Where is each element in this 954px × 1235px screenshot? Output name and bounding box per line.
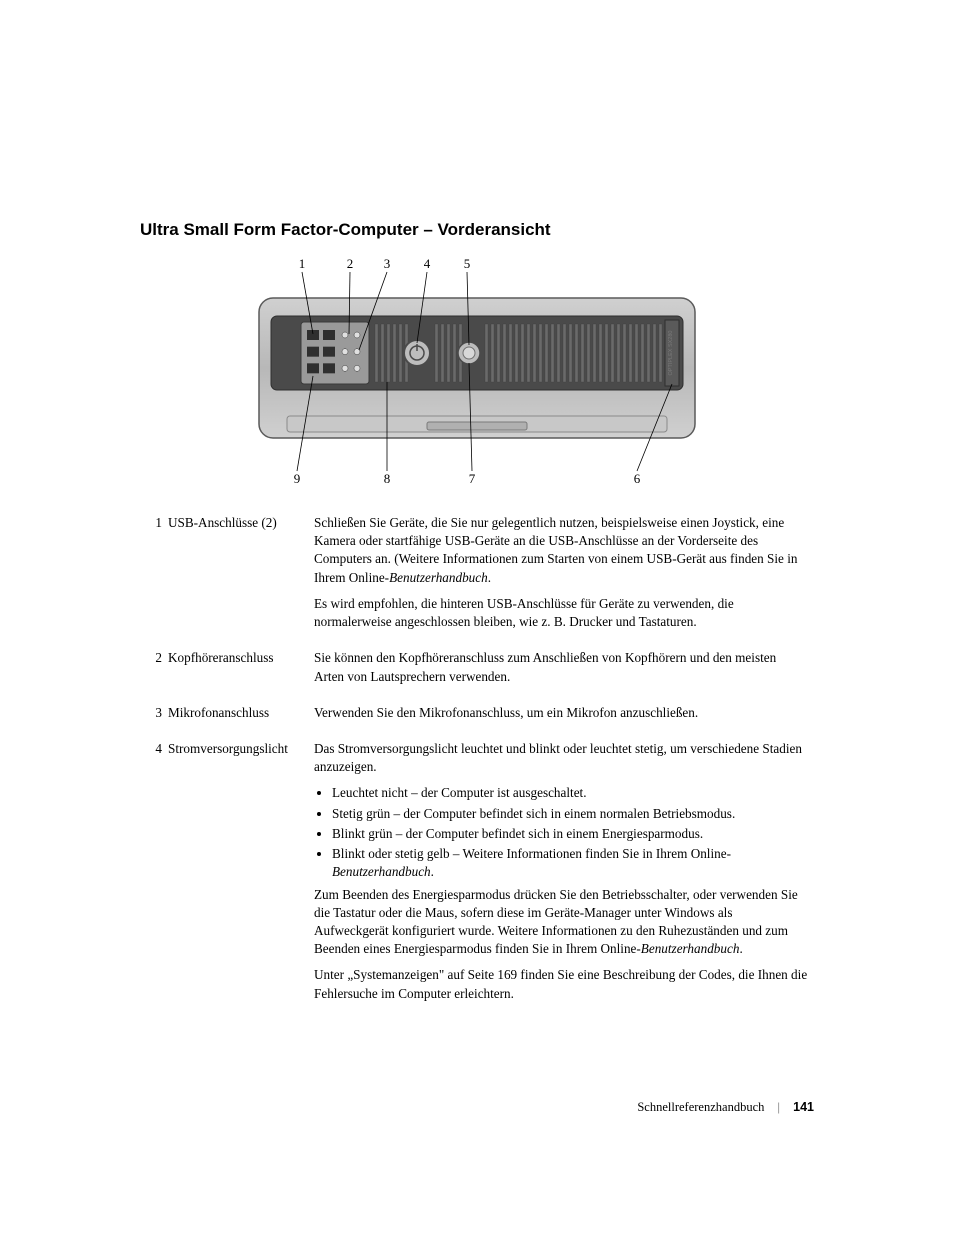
callout-table: 1USB-Anschlüsse (2)Schließen Sie Geräte,… (140, 510, 814, 1017)
table-row: 3MikrofonanschlussVerwenden Sie den Mikr… (140, 700, 814, 736)
callout-number: 1 (140, 510, 168, 645)
section-heading: Ultra Small Form Factor-Computer – Vorde… (140, 220, 814, 240)
svg-text:3: 3 (384, 258, 391, 271)
document-page: Ultra Small Form Factor-Computer – Vorde… (0, 0, 954, 1235)
footer-separator: | (778, 1100, 781, 1114)
callout-label: USB-Anschlüsse (2) (168, 510, 314, 645)
page-number: 141 (793, 1100, 814, 1114)
svg-text:4: 4 (424, 258, 431, 271)
callout-description: Schließen Sie Geräte, die Sie nur gelege… (314, 510, 814, 645)
svg-text:6: 6 (634, 471, 641, 486)
svg-text:OPTIPLEX SX280: OPTIPLEX SX280 (668, 331, 674, 376)
svg-text:8: 8 (384, 471, 391, 486)
callout-number: 2 (140, 645, 168, 699)
callout-description: Verwenden Sie den Mikrofonanschluss, um … (314, 700, 814, 736)
table-row: 1USB-Anschlüsse (2)Schließen Sie Geräte,… (140, 510, 814, 645)
svg-text:5: 5 (464, 258, 471, 271)
front-view-diagram: OPTIPLEX SX280 1 2 3 4 5 9 8 7 6 (257, 258, 697, 488)
callout-label: Kopfhöreranschluss (168, 645, 314, 699)
callout-label: Stromversorgungslicht (168, 736, 314, 1017)
callout-description: Sie können den Kopfhöreranschluss zum An… (314, 645, 814, 699)
callout-label: Mikrofonanschluss (168, 700, 314, 736)
callout-number: 3 (140, 700, 168, 736)
svg-text:7: 7 (469, 471, 476, 486)
callout-description: Das Stromversorgungslicht leuchtet und b… (314, 736, 814, 1017)
svg-text:2: 2 (347, 258, 354, 271)
footer-title: Schnellreferenzhandbuch (637, 1100, 764, 1114)
callout-number: 4 (140, 736, 168, 1017)
table-row: 4StromversorgungslichtDas Stromversorgun… (140, 736, 814, 1017)
svg-text:9: 9 (294, 471, 301, 486)
page-footer: Schnellreferenzhandbuch | 141 (637, 1100, 814, 1115)
table-row: 2KopfhöreranschlussSie können den Kopfhö… (140, 645, 814, 699)
svg-text:1: 1 (299, 258, 306, 271)
